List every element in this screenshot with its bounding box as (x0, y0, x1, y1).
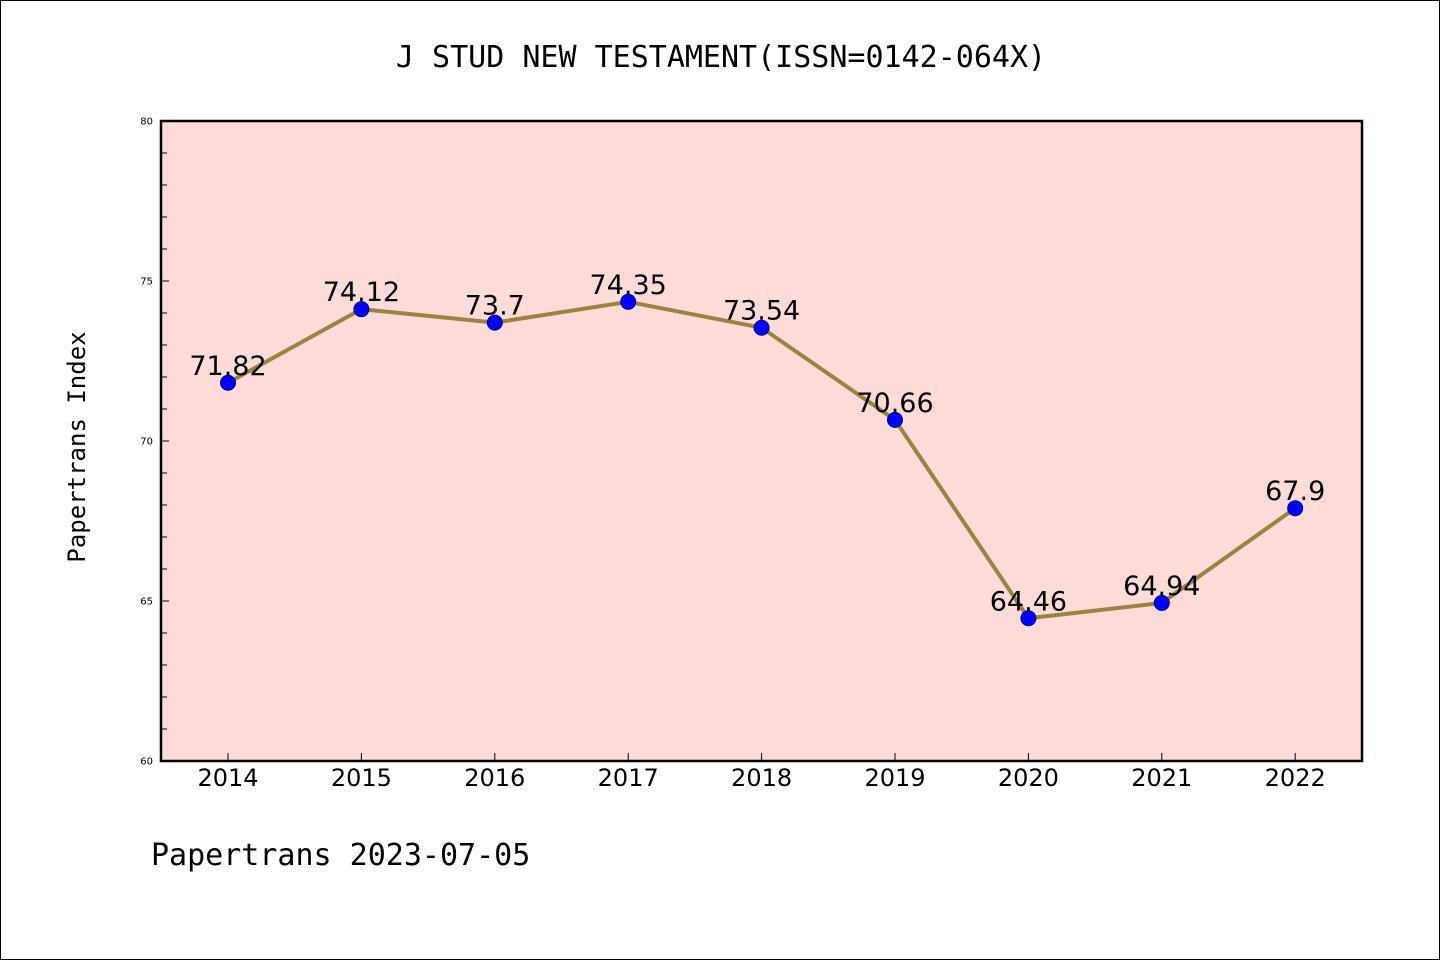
y-tick-label: 60 (140, 757, 153, 768)
x-tick-label: 2019 (864, 764, 925, 792)
footer-credit: Papertrans 2023-07-05 (151, 838, 530, 873)
chart-title: J STUD NEW TESTAMENT(ISSN=0142-064X) (396, 40, 1046, 75)
x-tick-label: 2018 (731, 764, 792, 792)
data-point (1020, 610, 1037, 627)
data-point (220, 374, 236, 391)
data-point (753, 319, 770, 336)
x-tick-label: 2021 (1131, 764, 1192, 792)
x-axis: 2014 2015 2016 2017 2018 2019 2020 2021 2022 (197, 753, 1326, 792)
y-tick-label: 70 (140, 437, 153, 448)
data-point (620, 293, 637, 310)
x-tick-label: 2020 (998, 764, 1059, 792)
x-tick-label: 2017 (598, 764, 659, 792)
data-point (486, 314, 503, 331)
x-tick-label: 2022 (1265, 764, 1326, 792)
series-markers (220, 293, 1304, 627)
data-label: 74.12 (323, 277, 400, 308)
y-tick-label: 75 (140, 277, 153, 288)
data-label: 73.7 (465, 291, 525, 322)
data-point (353, 301, 370, 318)
y-tick-label: 65 (140, 597, 153, 608)
x-tick-label: 2015 (331, 764, 392, 792)
data-label: 73.54 (723, 296, 800, 327)
x-tick-label: 2016 (464, 764, 525, 792)
data-label: 71.82 (189, 351, 266, 382)
data-point (1287, 500, 1304, 517)
y-axis: 60 65 70 75 80 (140, 117, 169, 768)
data-point (1153, 594, 1170, 611)
data-label: 67.9 (1265, 476, 1325, 507)
x-tick-label: 2014 (197, 764, 258, 792)
data-label: 64.94 (1123, 571, 1200, 602)
plot-area (159, 119, 1364, 763)
data-point (887, 411, 903, 428)
y-axis-label: Papertrans Index (63, 331, 91, 562)
y-tick-label: 80 (140, 117, 153, 128)
data-labels: 71.82 74.12 73.7 74.35 73.54 70.66 64.46 64.94 6… (189, 270, 1325, 617)
data-label: 64.46 (990, 586, 1067, 617)
data-label: 74.35 (590, 270, 667, 301)
data-label: 70.66 (856, 388, 933, 419)
